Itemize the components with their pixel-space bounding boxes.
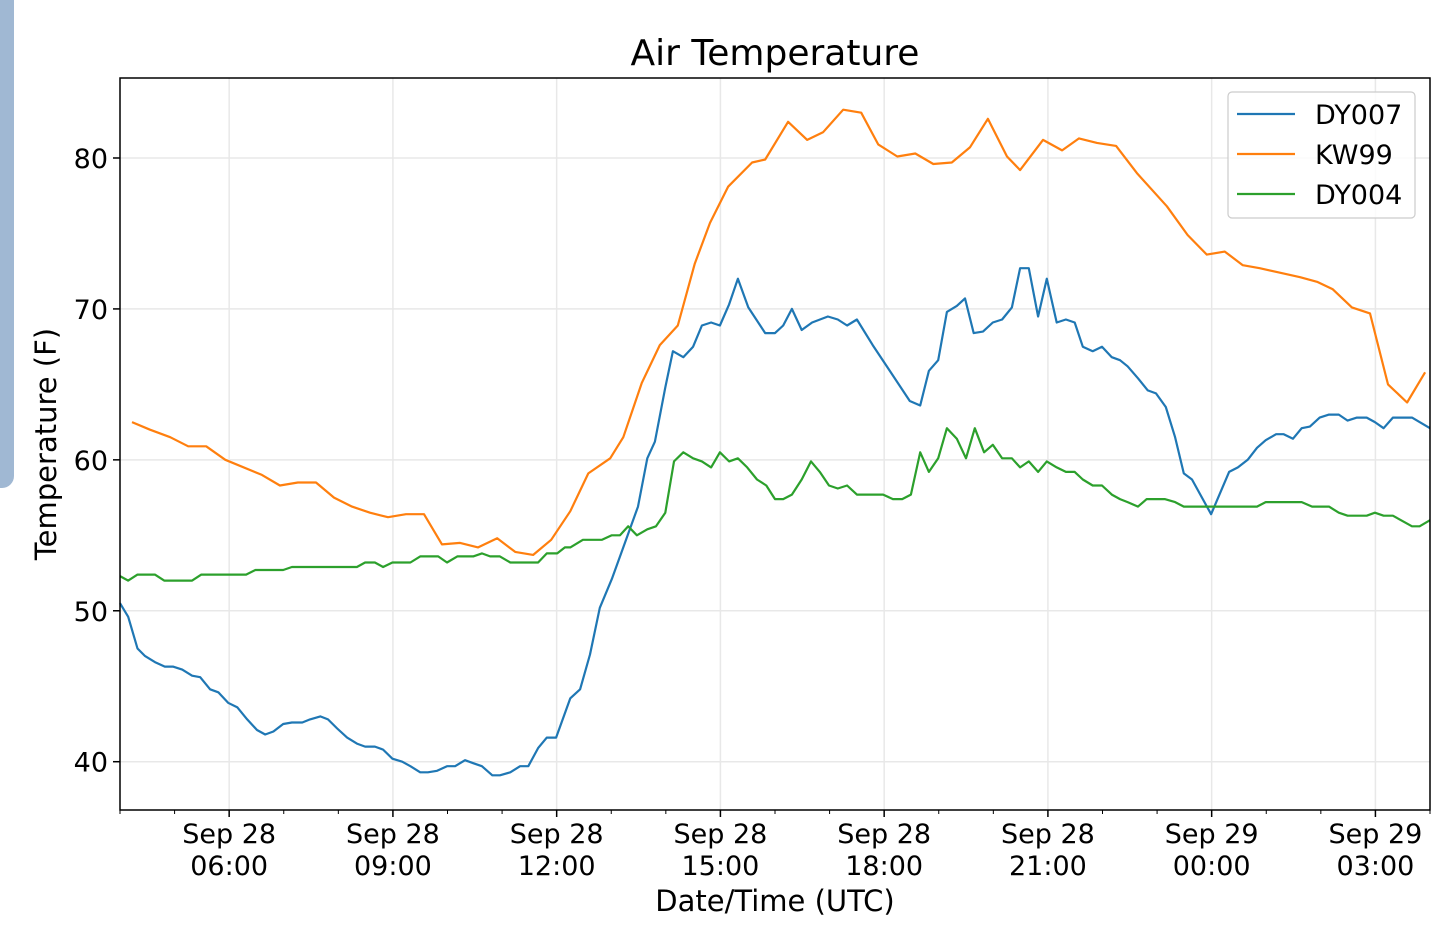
x-tick-label-time: 09:00: [354, 851, 432, 882]
y-tick-label: 50: [74, 597, 108, 628]
legend-label-kw99: KW99: [1315, 140, 1393, 171]
x-tick-label-time: 12:00: [518, 851, 596, 882]
y-tick-label: 40: [74, 748, 108, 779]
x-tick-label-time: 15:00: [682, 851, 760, 882]
x-tick-label-date: Sep 28: [510, 819, 604, 850]
x-tick-label-date: Sep 28: [837, 819, 931, 850]
x-tick-label-time: 03:00: [1337, 851, 1415, 882]
legend: DY007 KW99 DY004: [1227, 91, 1416, 219]
side-panel-tab[interactable]: [0, 0, 14, 488]
series-line-dy004: [119, 427, 1431, 582]
series-line-dy007: [119, 267, 1431, 777]
chart-title: Air Temperature: [631, 33, 920, 74]
x-tick-label-date: Sep 28: [674, 819, 768, 850]
x-tick-label-time: 06:00: [190, 851, 268, 882]
series-lines: [119, 108, 1431, 777]
series-line-kw99: [131, 108, 1427, 556]
legend-label-dy004: DY004: [1315, 180, 1402, 211]
x-tick-label-time: 18:00: [845, 851, 923, 882]
x-tick-label-date: Sep 29: [1165, 819, 1259, 850]
y-tick-label: 80: [74, 144, 108, 175]
x-axis-label: Date/Time (UTC): [655, 884, 894, 918]
legend-box: [1227, 91, 1416, 219]
x-tick-label-date: Sep 28: [1001, 819, 1095, 850]
x-tick-label-time: 21:00: [1009, 851, 1087, 882]
x-tick-label-date: Sep 28: [346, 819, 440, 850]
x-tick-label-date: Sep 28: [182, 819, 276, 850]
y-axis-label: Temperature (F): [29, 328, 63, 561]
y-tick-label: 60: [74, 446, 108, 477]
y-tick-label: 70: [74, 295, 108, 326]
legend-label-dy007: DY007: [1315, 100, 1402, 131]
x-tick-label-date: Sep 29: [1329, 819, 1423, 850]
x-tick-label-time: 00:00: [1173, 851, 1251, 882]
